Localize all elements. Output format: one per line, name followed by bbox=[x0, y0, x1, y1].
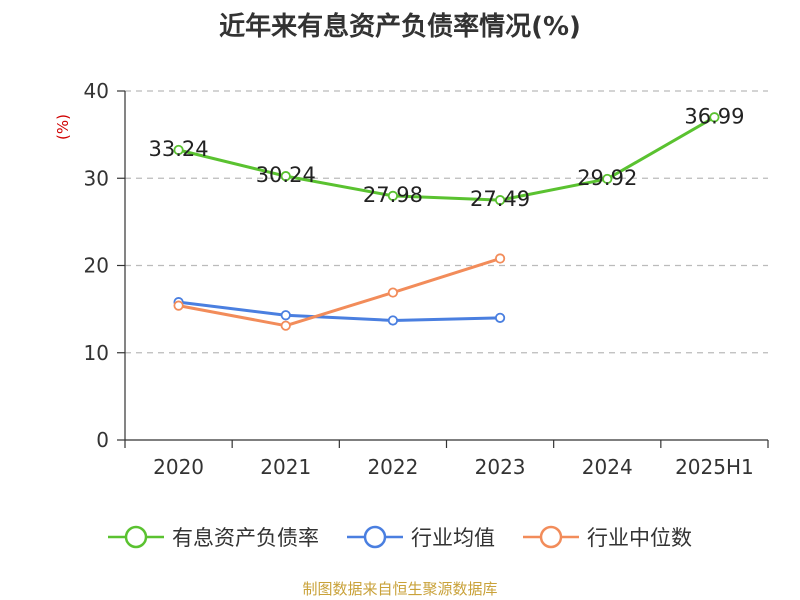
x-tick-label: 2024 bbox=[582, 455, 633, 479]
legend-item[interactable]: 行业中位数 bbox=[523, 525, 692, 550]
legend-label: 有息资产负债率 bbox=[172, 526, 319, 550]
data-label: 36.99 bbox=[684, 104, 744, 128]
legend-swatch-marker bbox=[363, 525, 387, 549]
series-line bbox=[178, 300, 501, 322]
data-point bbox=[173, 144, 184, 156]
data-point bbox=[173, 300, 184, 311]
x-tick-label: 2023 bbox=[475, 455, 526, 479]
data-point bbox=[494, 253, 506, 264]
x-tick-label: 2020 bbox=[153, 455, 204, 479]
data-label: 27.98 bbox=[363, 183, 423, 207]
y-tick-label: 30 bbox=[84, 166, 109, 190]
y-tick-label: 0 bbox=[96, 428, 109, 452]
data-labels: 33.24 30.24 27.98 27.49 29.92 36.99 bbox=[149, 104, 745, 211]
x-tick-label: 2022 bbox=[367, 455, 418, 479]
data-point bbox=[387, 190, 399, 201]
legend-label: 行业均值 bbox=[411, 526, 495, 550]
gridlines bbox=[125, 90, 768, 354]
y-tick-label: 20 bbox=[84, 254, 109, 278]
legend-swatch-marker bbox=[124, 525, 148, 549]
legend-label: 行业中位数 bbox=[587, 526, 692, 550]
legend: 有息资产负债率 行业均值 行业中位数 bbox=[108, 525, 692, 550]
data-point bbox=[494, 195, 506, 206]
source-note: 制图数据来自恒生聚源数据库 bbox=[302, 580, 498, 598]
data-point bbox=[602, 173, 613, 185]
data-label: 27.49 bbox=[470, 187, 530, 211]
y-tick-label: 40 bbox=[84, 79, 109, 103]
data-point bbox=[280, 310, 291, 321]
series-line bbox=[178, 257, 501, 328]
y-tick-label: 10 bbox=[84, 341, 109, 365]
data-point bbox=[387, 287, 399, 298]
series-line bbox=[178, 115, 716, 202]
chart-title: 近年来有息资产负债率情况(%) bbox=[219, 12, 581, 42]
data-label: 33.24 bbox=[149, 137, 209, 161]
data-point bbox=[494, 312, 506, 323]
series-lines bbox=[173, 112, 720, 331]
data-label: 29.92 bbox=[577, 166, 637, 190]
axes: 0 10 20 30 40 2020 2021 2022 2023 2024 2025H1 bbox=[84, 79, 769, 479]
data-point bbox=[387, 315, 399, 326]
data-point bbox=[280, 320, 291, 331]
legend-swatch-marker bbox=[539, 525, 563, 549]
legend-item[interactable]: 行业均值 bbox=[347, 525, 495, 550]
data-point bbox=[709, 112, 720, 123]
y-axis-unit-label: (%) bbox=[54, 114, 72, 140]
x-tick-label: 2025H1 bbox=[675, 455, 754, 479]
data-label: 30.24 bbox=[256, 163, 316, 187]
data-point bbox=[280, 171, 291, 182]
legend-item[interactable]: 有息资产负债率 bbox=[108, 525, 319, 550]
x-tick-label: 2021 bbox=[260, 455, 311, 479]
